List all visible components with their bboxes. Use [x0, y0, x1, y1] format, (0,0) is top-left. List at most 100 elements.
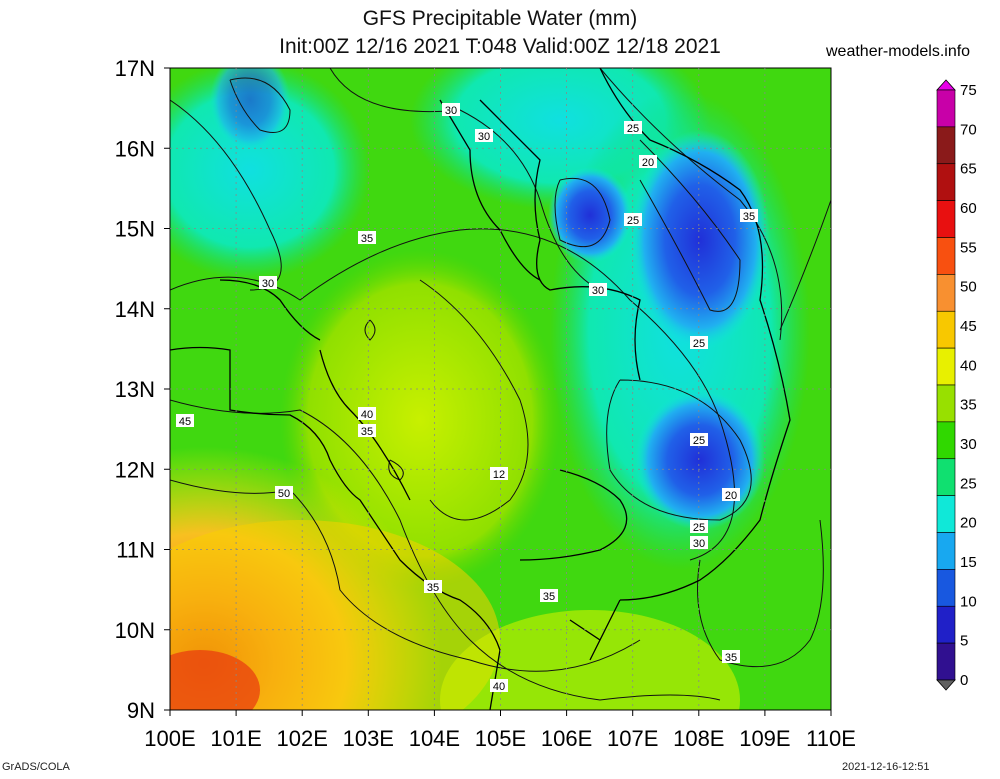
contour-label-bg — [275, 486, 293, 499]
lon-label: 101E — [210, 726, 261, 751]
colorbar-label: 75 — [960, 82, 977, 99]
lon-label: 110E — [806, 726, 856, 751]
colorbar-segment — [936, 126, 956, 165]
contour-label: 30 — [592, 285, 604, 297]
contour-label: 25 — [627, 123, 639, 135]
lat-label: 12N — [115, 457, 155, 482]
contour-label-bg — [176, 414, 194, 427]
contour-label: 30 — [693, 538, 705, 550]
chart-subtitle: Init:00Z 12/16 2021 T:048 Valid:00Z 12/1… — [279, 35, 721, 58]
contour-label: 30 — [262, 278, 274, 290]
credit-right: 2021-12-16-12:51 — [842, 761, 930, 773]
lat-label: 15N — [115, 217, 155, 242]
colorbar-label: 45 — [960, 318, 977, 335]
contour-label-bg — [358, 407, 376, 420]
lon-label: 102E — [277, 726, 328, 751]
contour-label: 20 — [642, 157, 654, 169]
contour-label-bg — [475, 129, 493, 142]
lat-label: 10N — [115, 618, 155, 643]
contour-label-bg — [624, 213, 642, 226]
colorbar-segment — [936, 310, 956, 349]
lon-label: 109E — [739, 726, 790, 751]
contour-label-bg — [490, 467, 508, 480]
contour-label-bg — [259, 276, 277, 289]
lat-label: 16N — [115, 136, 155, 161]
colorbar-segment — [936, 421, 956, 460]
lon-label: 105E — [475, 726, 526, 751]
colorbar-segment — [936, 347, 956, 386]
contour-label: 25 — [693, 338, 705, 350]
colorbar-label: 55 — [960, 239, 977, 256]
contour-label: 50 — [278, 488, 290, 500]
colorbar-label: 65 — [960, 161, 977, 178]
contour-label-bg — [639, 155, 657, 168]
contour-label-bg — [690, 336, 708, 349]
site-label: weather-models.info — [826, 43, 971, 60]
latitude-labels: 17N 16N 15N 14N 13N 12N 11N 10N 9N — [115, 56, 170, 723]
colorbar-label: 15 — [960, 554, 977, 571]
contour-label-bg — [358, 424, 376, 437]
colorbar-label: 50 — [960, 279, 977, 296]
colorbar-segment — [936, 605, 956, 644]
colorbar-label: 60 — [960, 200, 977, 217]
contour-label-bg — [690, 536, 708, 549]
contour-label: 35 — [361, 233, 373, 245]
lon-label: 106E — [541, 726, 592, 751]
colorbar-segment — [936, 89, 956, 128]
credit-left: GrADS/COLA — [2, 761, 70, 773]
longitude-labels: 100E 101E 102E 103E 104E 105E 106E 107E 108E 109E… — [144, 710, 856, 751]
contour-label-bg — [540, 589, 558, 602]
contour-label: 20 — [725, 490, 737, 502]
colorbar-segment — [936, 642, 956, 681]
contour-label: 35 — [743, 211, 755, 223]
colorbar-label: 10 — [960, 593, 977, 610]
chart-title: GFS Precipitable Water (mm) — [362, 7, 638, 30]
contour-label-bg — [358, 231, 376, 244]
lon-label: 107E — [607, 726, 658, 751]
colorbar-segment — [936, 458, 956, 496]
colorbar-label: 25 — [960, 475, 977, 492]
colorbar-label: 20 — [960, 515, 977, 532]
contour-label-bg — [722, 650, 740, 663]
lon-label: 108E — [673, 726, 724, 751]
contour-label-bg — [589, 283, 607, 296]
lat-label: 9N — [127, 698, 155, 723]
colorbar-label: 35 — [960, 397, 977, 414]
contour-label: 25 — [693, 435, 705, 447]
grid-lines — [170, 68, 831, 710]
colorbar-label: 5 — [960, 633, 968, 650]
colorbar-segment — [936, 274, 956, 312]
contour-label-bg — [690, 433, 708, 446]
contour-labels: 30 30 25 20 35 25 35 30 30 25 45 40 35 25 12 50 20 25 30 35… — [176, 103, 758, 693]
contour-label-bg — [722, 488, 740, 501]
contour-label: 35 — [725, 652, 737, 664]
lat-label: 11N — [116, 538, 155, 563]
pw-field — [170, 68, 831, 710]
contour-label: 25 — [627, 215, 639, 227]
colorbar-segment — [936, 163, 956, 201]
contour-label: 45 — [179, 416, 191, 428]
contour-label-bg — [424, 580, 442, 593]
contour-label-bg — [690, 520, 708, 533]
contour-label: 30 — [445, 105, 457, 117]
contour-label-bg — [624, 121, 642, 134]
contour-label: 35 — [361, 426, 373, 438]
contour-label-bg — [740, 209, 758, 222]
contour-label: 35 — [427, 582, 439, 594]
contour-label: 30 — [478, 131, 490, 143]
colorbar-segment — [936, 237, 956, 275]
lat-label: 13N — [115, 377, 155, 402]
colorbar-label: 70 — [960, 121, 977, 138]
lat-label: 14N — [115, 297, 155, 322]
contour-label: 35 — [543, 591, 555, 603]
colorbar-label: 30 — [960, 436, 977, 453]
colorbar-segment — [936, 532, 956, 570]
contour-label-bg — [490, 679, 508, 692]
lon-label: 103E — [343, 726, 394, 751]
lat-label: 17N — [115, 56, 155, 81]
colorbar-segment — [936, 495, 956, 533]
lon-label: 100E — [144, 726, 195, 751]
colorbar-bottom-arrow — [936, 679, 956, 691]
